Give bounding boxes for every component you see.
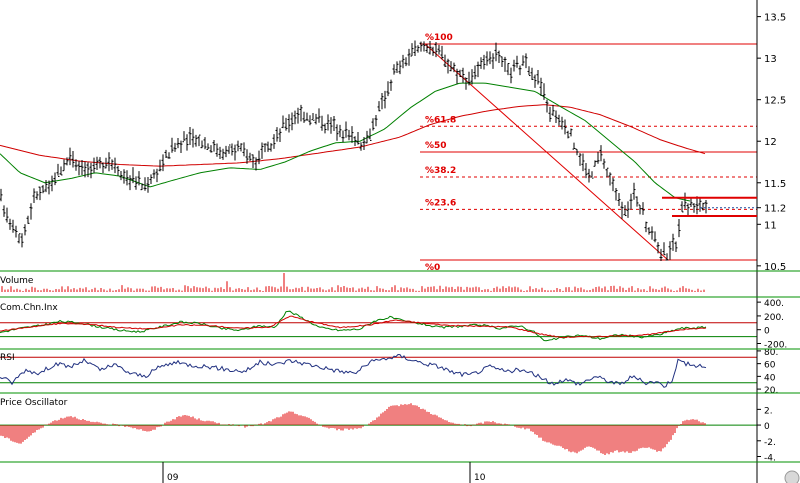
price-y-tick-label: 11: [764, 220, 777, 231]
price-oscillator-panel-title: Price Oscillator: [0, 398, 68, 408]
moving-average-short: [0, 82, 691, 202]
fib-level-label: %61.8: [425, 115, 456, 125]
price-y-tick-label: 12.5: [764, 96, 786, 107]
volume-panel: [1, 273, 705, 292]
rsi-series-line: [0, 353, 707, 388]
cci-panel-title: Com.Chn.Inx: [0, 303, 58, 313]
cci-y-tick-label: -200.: [764, 340, 787, 350]
price-y-tick-label: 11.2: [764, 204, 786, 215]
price-oscillator-y-tick-label: 2.: [764, 406, 773, 416]
price-oscillator-y-tick-label: 0: [764, 422, 770, 432]
price-panel: 13.5 13 12.5 12 11.5 11.2 11 10.5 %100 %61.8 %50 %3…: [0, 13, 786, 273]
rsi-y-tick-label: 40: [764, 373, 776, 383]
price-y-tick-label: 13: [764, 54, 777, 65]
rsi-panel-title: RSI: [0, 353, 15, 363]
fib-level-label: %38.2: [425, 166, 456, 176]
moving-average-long: [0, 104, 706, 167]
price-y-tick-label: 12: [764, 137, 777, 148]
fib-level-label: %100: [425, 33, 453, 43]
price-oscillator-y-tick-label: -4.: [764, 454, 776, 464]
cci-y-tick-label: 200.: [764, 313, 784, 323]
price-y-tick-label: 13.5: [764, 13, 786, 24]
x-tick-label-10: 10: [474, 473, 486, 483]
price-oscillator-panel: 2. 0 -2. -4.: [0, 403, 776, 464]
volume-panel-title: Volume: [0, 276, 34, 286]
corner-logo-icon: [784, 470, 800, 483]
rsi-panel: 80. 60 40 20.: [0, 348, 778, 396]
x-tick-label-09: 09: [167, 473, 179, 483]
fib-level-label: %50: [425, 141, 447, 151]
fib-level-label: %0: [425, 263, 440, 273]
cci-panel: 400. 200. 0 -200.: [0, 299, 787, 350]
price-y-tick-label: 11.5: [764, 179, 786, 190]
price-oscillator-y-tick-label: -2.: [764, 438, 776, 448]
price-y-tick-label: 10.5: [764, 262, 786, 273]
rsi-y-tick-label: 60: [764, 361, 776, 371]
fib-level-label: %23.6: [425, 198, 456, 208]
cci-series-line: [0, 315, 707, 339]
cci-y-tick-label: 400.: [764, 299, 784, 309]
cci-y-tick-label: 0: [764, 327, 770, 337]
rsi-y-tick-label: 80.: [764, 348, 778, 358]
rsi-y-tick-label: 20.: [764, 386, 778, 396]
